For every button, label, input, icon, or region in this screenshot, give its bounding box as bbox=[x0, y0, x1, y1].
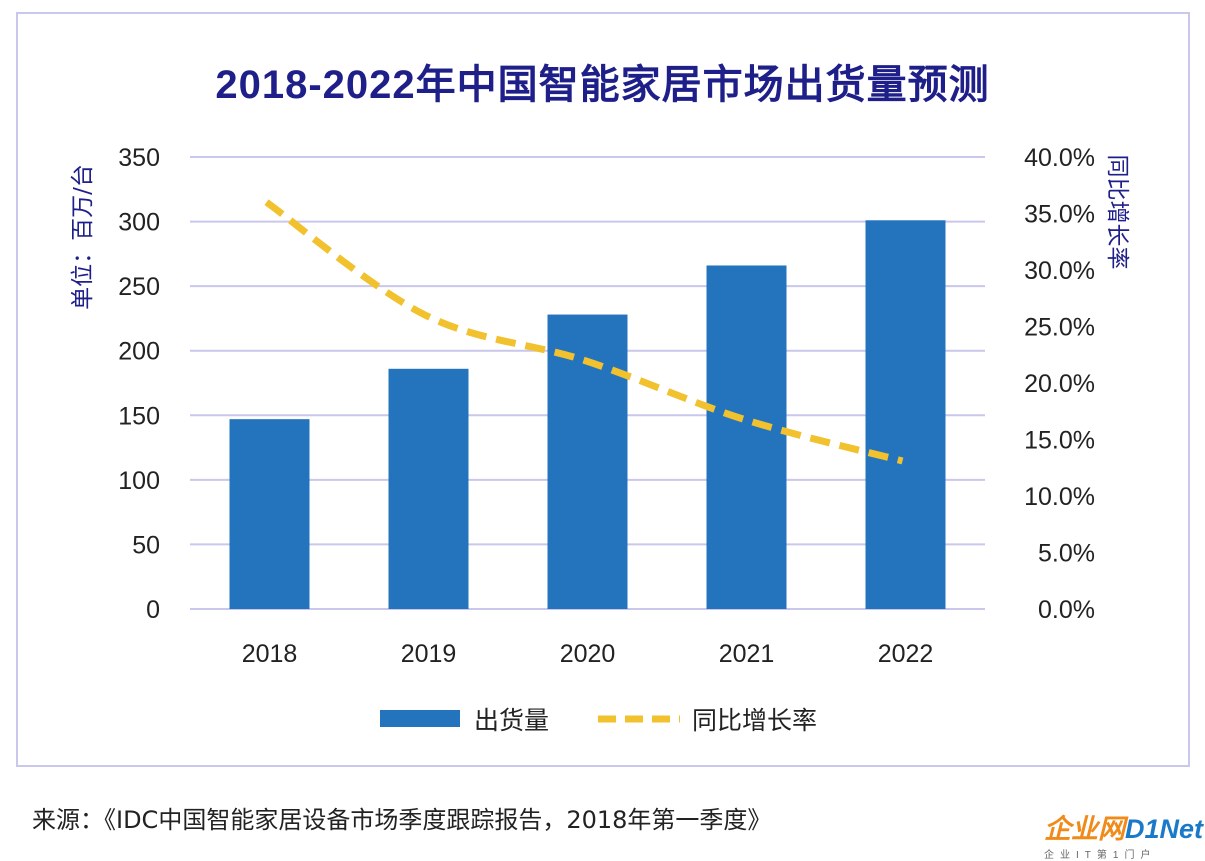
x-axis-ticks: 2018 2019 2020 2021 2022 bbox=[242, 640, 934, 668]
right-tick-label: 20.0% bbox=[1024, 370, 1095, 398]
d1net-logo: 企业网D1Net 企业IT第1门户 bbox=[1044, 814, 1204, 858]
right-tick-label: 15.0% bbox=[1024, 427, 1095, 455]
legend: 出货量 同比增长率 bbox=[380, 706, 817, 735]
legend-label-bar: 出货量 bbox=[474, 706, 549, 735]
left-axis-label: 单位：百万/台 bbox=[70, 164, 96, 310]
right-tick-label: 10.0% bbox=[1024, 483, 1095, 511]
bar bbox=[230, 419, 310, 609]
bar bbox=[866, 220, 946, 609]
right-tick-label: 40.0% bbox=[1024, 144, 1095, 172]
x-tick-label: 2022 bbox=[878, 640, 934, 668]
x-tick-label: 2019 bbox=[401, 640, 457, 668]
x-tick-label: 2021 bbox=[719, 640, 775, 668]
right-tick-label: 30.0% bbox=[1024, 257, 1095, 285]
left-tick-label: 50 bbox=[132, 531, 160, 559]
legend-swatch-bar bbox=[380, 710, 460, 727]
right-tick-label: 0.0% bbox=[1038, 596, 1095, 624]
left-tick-label: 0 bbox=[146, 596, 160, 624]
left-tick-label: 300 bbox=[118, 209, 160, 237]
source-note: 来源：《IDC中国智能家居设备市场季度跟踪报告，2018年第一季度》 bbox=[32, 800, 771, 835]
x-tick-label: 2020 bbox=[560, 640, 616, 668]
right-axis-ticks: 0.0% 5.0% 10.0% 15.0% 20.0% 25.0% 30.0% 35.0% 40… bbox=[1024, 144, 1095, 624]
left-axis-ticks: 0 50 100 150 200 250 300 350 bbox=[118, 144, 160, 624]
right-tick-label: 25.0% bbox=[1024, 314, 1095, 342]
left-tick-label: 150 bbox=[118, 402, 160, 430]
right-axis-label: 同比增长率 bbox=[1104, 155, 1130, 270]
bar bbox=[389, 369, 469, 609]
left-tick-label: 350 bbox=[118, 144, 160, 172]
left-tick-label: 250 bbox=[118, 273, 160, 301]
left-tick-label: 100 bbox=[118, 467, 160, 495]
right-tick-label: 5.0% bbox=[1038, 540, 1095, 568]
legend-label-line: 同比增长率 bbox=[692, 706, 817, 735]
bar bbox=[707, 265, 787, 609]
left-tick-label: 200 bbox=[118, 338, 160, 366]
x-tick-label: 2018 bbox=[242, 640, 298, 668]
right-tick-label: 35.0% bbox=[1024, 201, 1095, 229]
